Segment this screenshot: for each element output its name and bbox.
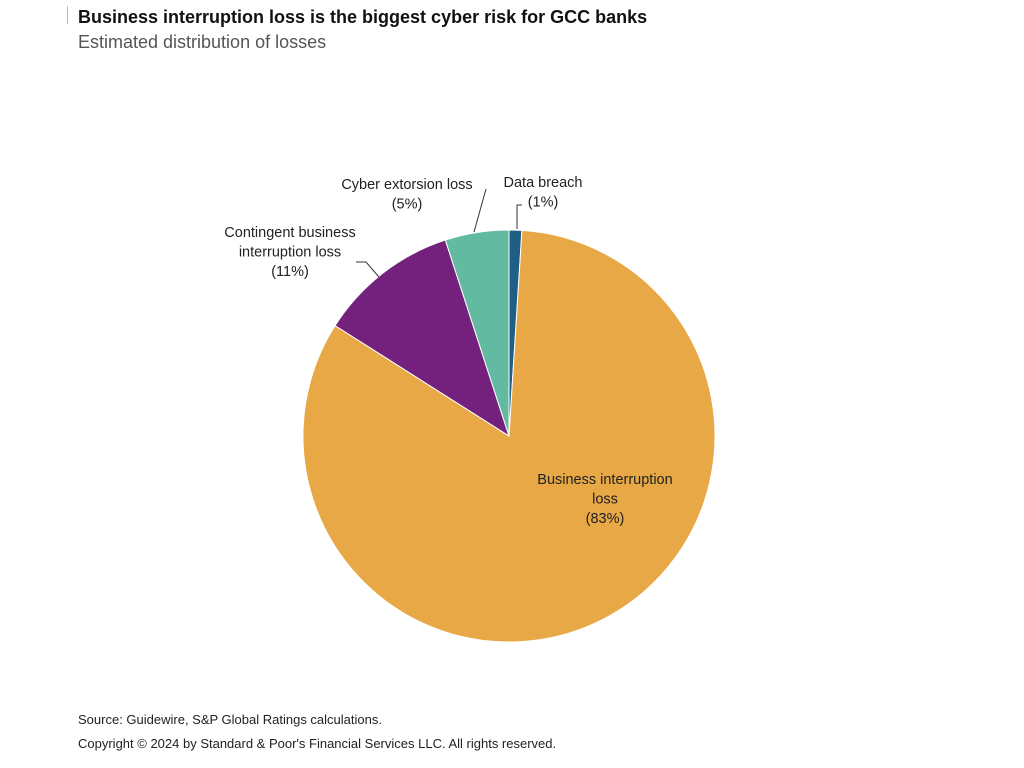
slice-label-line: (5%) [392,197,423,213]
slice-label-line: Contingent business [224,225,355,241]
slice-label-line: (11%) [271,264,309,280]
slice-label-line: Data breach [504,175,583,191]
slice-label-data-breach: Data breach (1%) [504,175,583,211]
pie-slice-contingent-business-interruption-loss [334,239,510,438]
pie-slices [302,229,716,643]
copyright-note: Copyright © 2024 by Standard & Poor's Fi… [78,736,557,751]
leader-line-data-breach [516,204,522,229]
slice-label-contingent-business-interruption-loss: Contingent business interruption loss (11%… [224,225,355,280]
slice-label-line: Business interruption [537,472,672,488]
slice-label-line: interruption loss [239,245,341,261]
source-note: Source: Guidewire, S&P Global Ratings ca… [78,712,382,727]
label-leader-lines [356,188,522,278]
slice-labels: Data breach (1%) Business interruption loss… [224,175,672,527]
leader-line-contingent-business-interruption-loss [356,261,380,278]
chart-subtitle: Estimated distribution of losses [78,32,327,52]
pie-slice-cyber-extorsion-loss [444,229,510,437]
slice-label-business-interruption-loss: Business interruption loss (83%) [537,472,672,527]
slice-label-line: loss [592,492,618,508]
slice-label-line: (1%) [528,195,559,211]
slice-label-cyber-extorsion-loss: Cyber extorsion loss (5%) [341,177,472,213]
slice-label-line: Cyber extorsion loss [341,177,472,193]
title-accent-rule [67,6,68,24]
chart-title: Business interruption loss is the bigges… [78,7,648,27]
leader-line-cyber-extorsion-loss [473,188,487,233]
slice-label-line: (83%) [586,511,625,527]
